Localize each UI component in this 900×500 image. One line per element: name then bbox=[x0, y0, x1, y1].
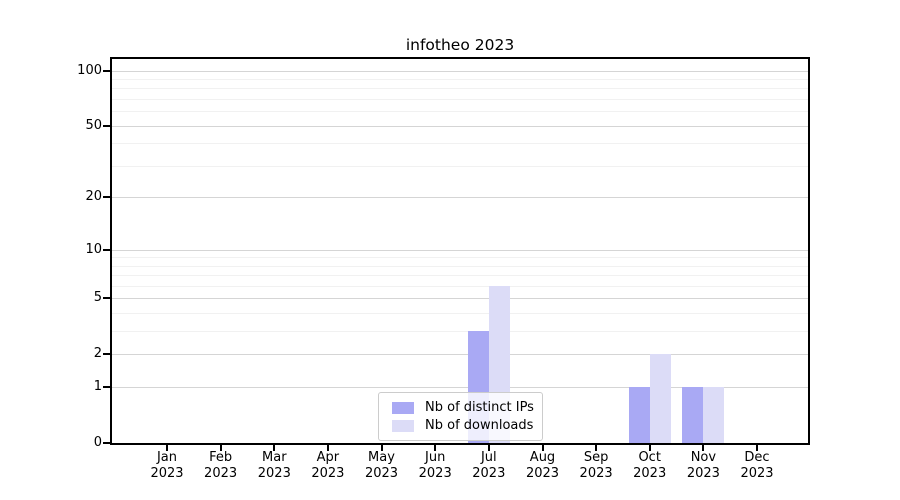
minor-gridline bbox=[112, 111, 808, 113]
bar-downloads bbox=[649, 354, 671, 443]
x-tick-mark bbox=[756, 445, 758, 451]
chart-title: infotheo 2023 bbox=[405, 36, 515, 54]
x-tick-mark bbox=[595, 445, 598, 451]
x-tick-mark bbox=[702, 445, 705, 451]
x-tick-month: Sep bbox=[583, 450, 609, 465]
minor-gridline bbox=[112, 265, 808, 267]
x-tick-month: Jun bbox=[425, 450, 446, 465]
minor-gridline bbox=[112, 285, 808, 287]
x-tick-month: Aug bbox=[529, 450, 556, 465]
y-tick-label: 50 bbox=[85, 117, 102, 133]
x-tick-year: 2023 bbox=[204, 465, 238, 481]
x-tick-label: Aug 2023 bbox=[515, 450, 571, 481]
minor-gridline bbox=[112, 143, 808, 145]
x-tick-label: Jun 2023 bbox=[407, 450, 463, 481]
x-tick-label: Oct 2023 bbox=[622, 450, 678, 481]
x-tick-mark bbox=[541, 445, 544, 451]
major-gridline bbox=[112, 125, 808, 127]
x-tick-month: Oct bbox=[638, 450, 661, 465]
bar-downloads bbox=[703, 387, 725, 443]
x-tick-label: Apr 2023 bbox=[300, 450, 356, 481]
x-tick-label: Dec 2023 bbox=[729, 450, 785, 481]
x-tick-year: 2023 bbox=[257, 465, 291, 481]
x-tick-year: 2023 bbox=[364, 465, 399, 481]
y-tick-mark bbox=[103, 124, 110, 127]
x-tick-year: 2023 bbox=[525, 465, 560, 481]
major-gridline bbox=[112, 387, 808, 389]
legend: Nb of distinct IPs Nb of downloads bbox=[378, 392, 543, 441]
x-tick-month: Apr bbox=[316, 450, 340, 465]
y-tick-label: 10 bbox=[85, 241, 102, 257]
x-tick-mark bbox=[434, 445, 437, 451]
x-tick-label: Nov 2023 bbox=[675, 450, 731, 481]
major-gridline bbox=[112, 354, 808, 356]
minor-gridline bbox=[112, 165, 808, 167]
x-tick-year: 2023 bbox=[686, 465, 720, 481]
y-tick-mark bbox=[103, 196, 110, 199]
x-tick-year: 2023 bbox=[418, 465, 452, 481]
x-tick-mark bbox=[166, 445, 168, 451]
x-tick-month: Mar bbox=[262, 450, 287, 465]
y-tick-mark bbox=[103, 353, 110, 356]
y-tick-label: 2 bbox=[93, 346, 102, 362]
x-tick-label: Sep 2023 bbox=[568, 450, 624, 481]
x-tick-mark bbox=[273, 445, 276, 451]
x-tick-month: Jan bbox=[156, 450, 178, 465]
bar-distinct-ips bbox=[628, 387, 650, 443]
x-tick-label: Mar 2023 bbox=[246, 450, 302, 481]
legend-row: Nb of downloads bbox=[392, 417, 534, 434]
x-tick-year: 2023 bbox=[579, 465, 613, 481]
minor-gridline bbox=[112, 331, 808, 333]
y-tick-label: 20 bbox=[85, 189, 102, 205]
x-tick-label: Feb 2023 bbox=[193, 450, 249, 481]
x-tick-mark bbox=[648, 445, 651, 451]
legend-swatch bbox=[392, 401, 414, 414]
x-tick-mark bbox=[380, 445, 383, 451]
x-tick-year: 2023 bbox=[311, 465, 345, 481]
y-tick-label: 0 bbox=[93, 435, 102, 450]
minor-gridline bbox=[112, 257, 808, 259]
x-tick-mark bbox=[326, 445, 329, 451]
x-tick-label: May 2023 bbox=[354, 450, 410, 481]
minor-gridline bbox=[112, 78, 808, 80]
y-tick-mark bbox=[103, 297, 110, 300]
legend-row: Nb of distinct IPs bbox=[392, 399, 534, 416]
x-tick-label: Jul 2023 bbox=[461, 450, 517, 481]
x-tick-mark bbox=[487, 445, 490, 451]
x-tick-month: Dec bbox=[744, 450, 770, 465]
y-tick-label: 5 bbox=[93, 290, 102, 306]
major-gridline bbox=[112, 249, 808, 251]
y-tick-mark bbox=[103, 442, 110, 444]
x-tick-month: Jul bbox=[480, 450, 497, 465]
x-tick-mark bbox=[219, 445, 222, 451]
y-tick-mark bbox=[103, 69, 110, 72]
y-tick-mark bbox=[103, 386, 110, 389]
x-tick-year: 2023 bbox=[150, 465, 184, 481]
major-gridline bbox=[112, 298, 808, 300]
x-tick-month: Feb bbox=[209, 450, 233, 465]
legend-label: Nb of distinct IPs bbox=[425, 400, 534, 415]
y-tick-label: 1 bbox=[93, 379, 102, 395]
legend-label: Nb of downloads bbox=[425, 418, 534, 433]
y-tick-mark bbox=[103, 248, 110, 251]
x-tick-month: May bbox=[368, 450, 395, 465]
y-tick-label: 100 bbox=[77, 62, 102, 78]
bar-distinct-ips bbox=[682, 387, 704, 443]
minor-gridline bbox=[112, 88, 808, 90]
minor-gridline bbox=[112, 313, 808, 315]
minor-gridline bbox=[112, 98, 808, 100]
major-gridline bbox=[112, 70, 808, 72]
x-tick-month: Nov bbox=[690, 450, 717, 465]
x-tick-year: 2023 bbox=[633, 465, 667, 481]
x-tick-label: Jan 2023 bbox=[139, 450, 195, 481]
legend-swatch bbox=[392, 419, 414, 432]
minor-gridline bbox=[112, 275, 808, 277]
x-tick-year: 2023 bbox=[472, 465, 506, 481]
major-gridline bbox=[112, 197, 808, 199]
x-tick-year: 2023 bbox=[740, 465, 774, 481]
